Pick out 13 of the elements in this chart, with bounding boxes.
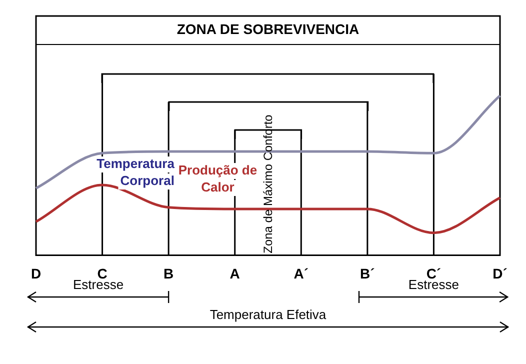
x-tick-label: B — [164, 265, 174, 282]
x-tick-label: C´ — [426, 265, 442, 282]
series-label: Temperatura Corporal — [96, 156, 176, 188]
series-label: Produção de Calor — [178, 162, 258, 195]
x-tick-label: D — [30, 265, 42, 282]
text: ZONA DE SOBREVIVENCIA — [176, 21, 360, 37]
annotation: Zona de Máximo Conforto — [261, 113, 275, 255]
x-tick-label: C — [97, 265, 108, 282]
x-tick-label: D´ — [492, 265, 508, 282]
x-tick-label: A´ — [294, 265, 309, 282]
x-tick-label: A — [230, 265, 240, 282]
x-tick-label: B´ — [360, 265, 376, 282]
x-axis-title: Temperatura Efetiva — [208, 307, 328, 322]
